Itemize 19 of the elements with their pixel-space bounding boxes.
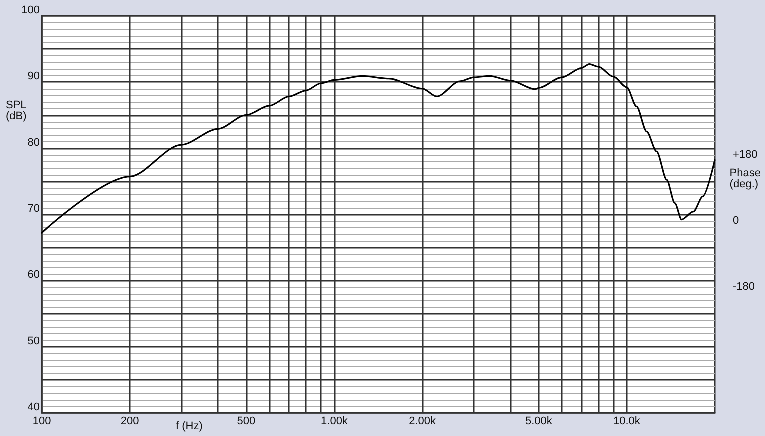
- y2-tick-label: 0: [733, 214, 740, 227]
- x-tick-label: 5.00k: [525, 416, 553, 428]
- x-axis-title: f (Hz): [176, 420, 203, 432]
- y-tick-label: 80: [28, 136, 40, 149]
- y-tick-label: 50: [28, 335, 40, 348]
- x-tick-label: 10.0k: [613, 416, 641, 428]
- x-tick-label: 500: [237, 416, 256, 428]
- y2-axis-title: Phase (deg.): [730, 168, 762, 190]
- y-tick-label: 70: [28, 203, 40, 215]
- y2-tick-label: -180: [733, 280, 756, 293]
- y2-tick-label: +180: [733, 148, 758, 161]
- y-tick-label: 90: [28, 70, 40, 83]
- y-tick-label: 40: [28, 402, 40, 414]
- x-tick-label: 1.00k: [321, 416, 348, 428]
- x-tick-label: 200: [120, 416, 140, 428]
- y-tick-label: 60: [28, 269, 40, 282]
- y-axis-title: SPL (dB): [6, 100, 27, 122]
- x-tick-label: 2.00k: [409, 416, 436, 428]
- y-tick-label: 100: [22, 4, 40, 16]
